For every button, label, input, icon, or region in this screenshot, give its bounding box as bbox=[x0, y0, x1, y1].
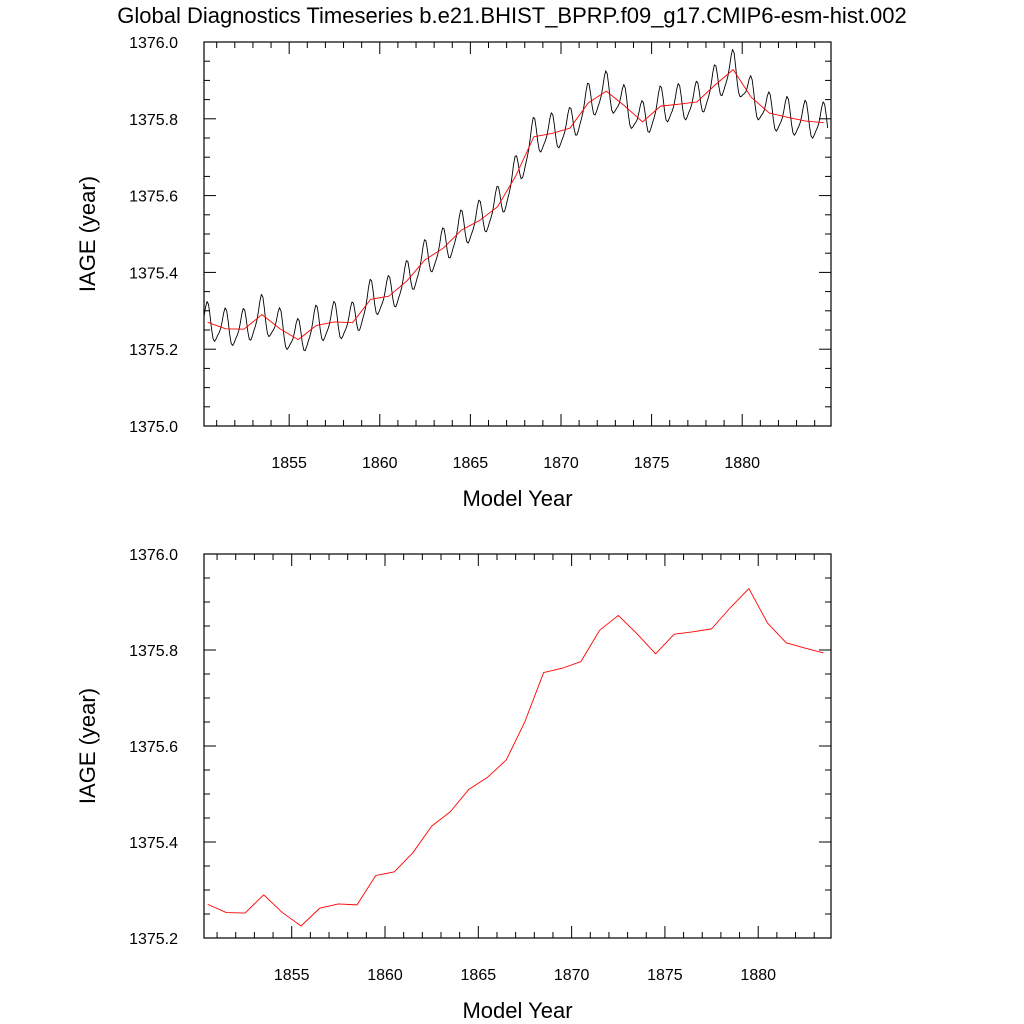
y-tick-label: 1375.2 bbox=[129, 931, 178, 948]
x-tick-label: 1875 bbox=[634, 455, 670, 472]
x-tick-label: 1865 bbox=[461, 967, 497, 984]
x-tick-label: 1870 bbox=[543, 455, 579, 472]
y-tick-label: 1375.8 bbox=[129, 112, 178, 129]
x-tick-label: 1865 bbox=[453, 455, 489, 472]
x-axis-label: Model Year bbox=[462, 486, 572, 511]
y-tick-label: 1376.0 bbox=[129, 547, 178, 564]
plot-frame bbox=[203, 553, 832, 939]
plot-frame bbox=[203, 41, 832, 427]
x-tick-label: 1880 bbox=[724, 455, 760, 472]
x-tick-label: 1880 bbox=[740, 967, 776, 984]
y-axis-label: IAGE (year) bbox=[75, 176, 100, 292]
timeseries-panel-bottom: 1855 1860 1865 1870 1875 1880 1375.2 1375.4 1375… bbox=[75, 547, 832, 1023]
y-tick-label: 1375.6 bbox=[129, 739, 178, 756]
timeseries-panel-top: 1855 1860 1865 1870 1875 1880 1375.0 1375.2 1375… bbox=[75, 35, 832, 511]
y-tick-label: 1375.6 bbox=[129, 189, 178, 206]
y-tick-label: 1375.4 bbox=[129, 835, 178, 852]
y-tick-label: 1375.8 bbox=[129, 643, 178, 660]
x-tick-label: 1870 bbox=[554, 967, 590, 984]
figure-title: Global Diagnostics Timeseries b.e21.BHIS… bbox=[117, 3, 907, 28]
x-tick-label: 1855 bbox=[271, 455, 307, 472]
annual-mean-line bbox=[207, 588, 824, 927]
y-tick-label: 1375.0 bbox=[129, 419, 178, 436]
annual-mean-line bbox=[207, 69, 824, 341]
x-tick-label: 1875 bbox=[647, 967, 683, 984]
monthly-series-line bbox=[203, 48, 829, 352]
y-tick-label: 1376.0 bbox=[129, 35, 178, 52]
x-tick-label: 1855 bbox=[274, 967, 310, 984]
y-tick-label: 1375.2 bbox=[129, 342, 178, 359]
y-axis-label: IAGE (year) bbox=[75, 688, 100, 804]
x-axis-label: Model Year bbox=[462, 998, 572, 1023]
x-tick-label: 1860 bbox=[367, 967, 403, 984]
y-tick-label: 1375.4 bbox=[129, 265, 178, 282]
x-tick-label: 1860 bbox=[362, 455, 398, 472]
